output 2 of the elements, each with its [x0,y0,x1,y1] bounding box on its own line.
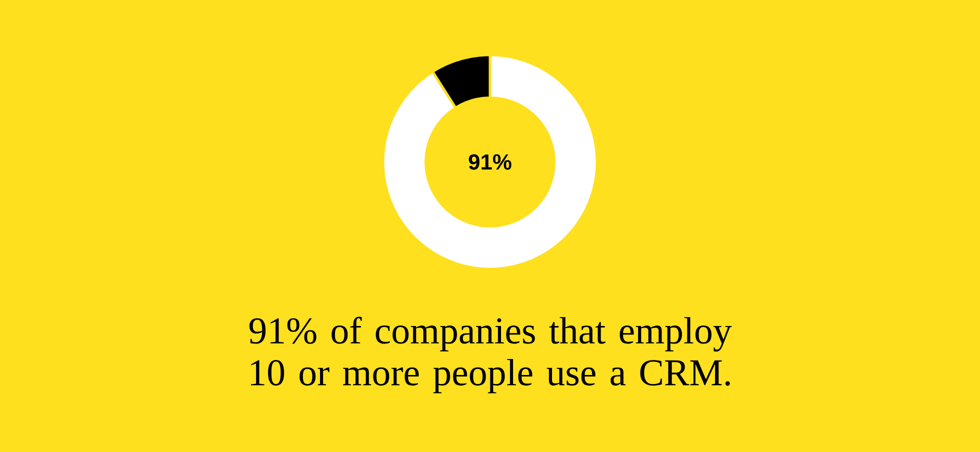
data-label: 91% [468,154,512,170]
text: 91% of companies that employ 10 or more people use a CRM. [249,316,732,394]
